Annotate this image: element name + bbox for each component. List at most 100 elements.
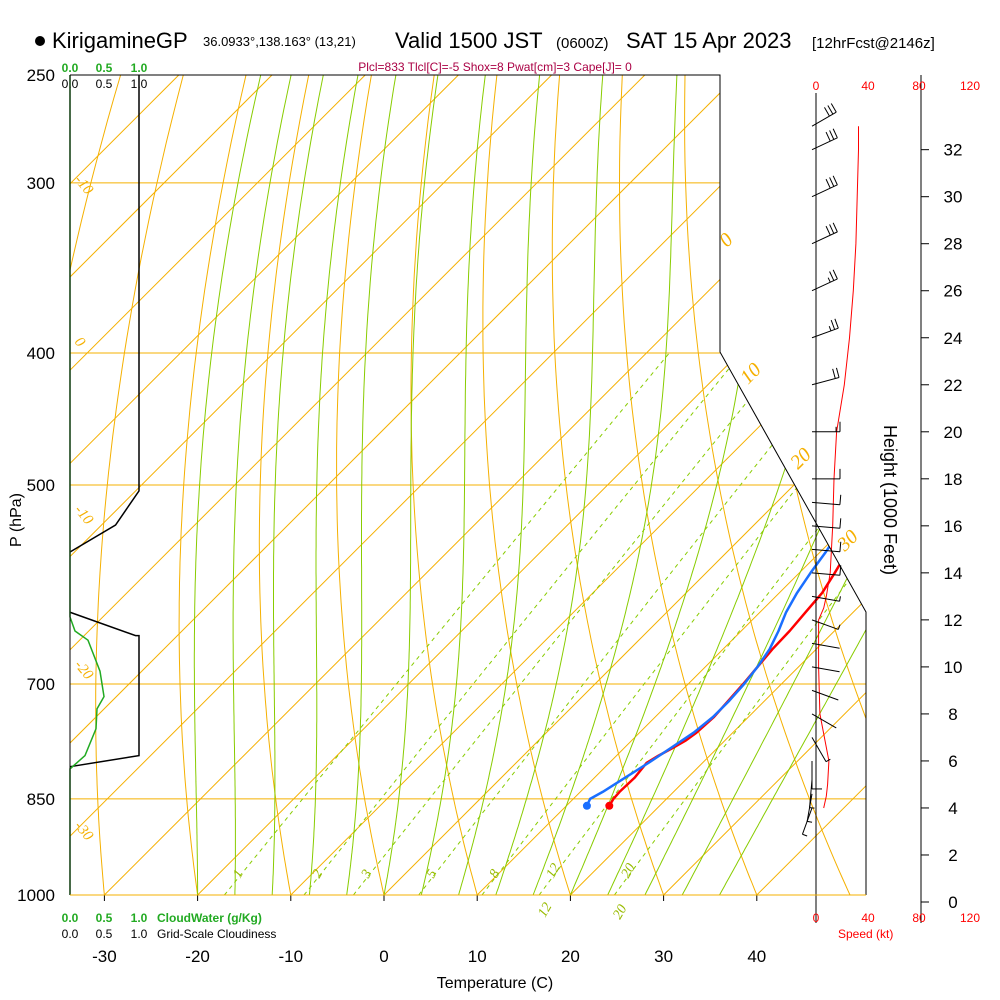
mixing-ratio-line [353, 352, 787, 895]
wind-barb [811, 494, 842, 506]
moist-adiabat-line [644, 75, 866, 895]
forecast-info: [12hrFcst@2146z] [812, 35, 935, 52]
height-tick-label: 8 [948, 705, 957, 724]
speed-tick-bottom: 40 [861, 911, 875, 925]
cloudiness-tick-bottom: 1.0 [131, 927, 148, 941]
dewpoint-line-surface-dot [582, 801, 591, 810]
dry-adiabat-line [410, 75, 478, 895]
height-tick-label: 26 [944, 282, 963, 301]
wind-barb-staff [811, 713, 837, 729]
cloudiness-label: Grid-Scale Cloudiness [157, 927, 276, 941]
cloudiness-line [69, 75, 140, 553]
moist-adiabat-line [495, 75, 604, 895]
moist-adiabat-line [532, 75, 678, 895]
dry-adiabat-line [178, 75, 247, 895]
cloudwater-tick-bottom: 1.0 [131, 911, 148, 925]
wind-barb-flag [834, 318, 839, 329]
dewpoint-line [585, 75, 866, 807]
dry-adiabat-line [336, 75, 385, 895]
speed-tick-bottom: 120 [960, 911, 980, 925]
wind-barb-flag [825, 131, 831, 142]
x-axis-title: Temperature (C) [437, 975, 553, 992]
temperature-line-surface-dot [605, 801, 614, 810]
isotherm-label: -20 [71, 657, 96, 683]
dry-adiabat-line [258, 75, 310, 895]
height-tick-label: 16 [944, 517, 963, 536]
moist-adiabat-line [271, 75, 324, 895]
wind-barb [811, 518, 842, 529]
wind-barb-half [828, 325, 832, 332]
wind-barb [811, 367, 840, 386]
isotherm-label: -10 [71, 502, 96, 528]
moist-adiabat-line [383, 75, 439, 895]
wind-barb-flag [832, 368, 836, 379]
isotherm-label: 10 [736, 359, 766, 389]
height-tick-label: 12 [944, 611, 963, 630]
isotherm-label: 0 [715, 229, 738, 252]
dry-adiabat-line [618, 75, 758, 895]
pressure-tick-label: 500 [27, 476, 55, 495]
mixing-ratio-label: 3 [358, 867, 375, 881]
wind-barb-flag [839, 518, 842, 529]
wind-barb-staff [811, 184, 838, 198]
mixing-ratio-label: 1 [230, 867, 246, 881]
moist-adiabat-label: 12 [535, 900, 555, 920]
height-tick-label: 2 [948, 846, 957, 865]
wind-barb-flag [829, 224, 835, 234]
height-tick-label: 24 [944, 329, 963, 348]
cloudiness-tick-top: 0.0 [62, 77, 79, 91]
dry-adiabat-line [482, 75, 571, 895]
wind-barb-flag [832, 128, 838, 139]
temperature-tick-label: 20 [561, 947, 580, 966]
speed-tick-top: 120 [960, 79, 980, 93]
station-name: KirigamineGP [52, 28, 188, 53]
height-tick-label: 32 [944, 141, 963, 160]
wind-barb-staff [811, 689, 839, 701]
speed-tick-top: 80 [912, 79, 926, 93]
wind-barb-staff [811, 572, 840, 576]
isotherm-line [70, 75, 832, 895]
cloudiness-line [69, 611, 140, 768]
moist-adiabat-line [232, 75, 292, 895]
temperature-tick-label: 40 [747, 947, 766, 966]
pressure-tick-label: 1000 [17, 886, 55, 905]
height-tick-label: 4 [948, 799, 957, 818]
wind-barb-half [825, 758, 831, 763]
wind-barb-flag [824, 107, 830, 117]
speed-tick-top: 40 [861, 79, 875, 93]
wind-barb-half [839, 596, 841, 602]
cloudwater-label: CloudWater (g/Kg) [157, 911, 262, 925]
isotherm-line [197, 75, 866, 895]
mixing-ratio-line [613, 352, 866, 895]
wind-barb-flag [830, 319, 836, 330]
wind-barb [811, 760, 822, 790]
wind-barb-flag [827, 105, 834, 115]
wind-barb [811, 269, 838, 292]
wind-barb [811, 713, 837, 729]
moist-adiabat-label: 20 [610, 902, 630, 922]
wind-barb-flag [825, 178, 831, 189]
wind-barb [811, 128, 838, 151]
wind-barb-staff [811, 111, 837, 127]
moist-adiabat-line [346, 75, 397, 895]
wind-barb-staff [811, 619, 839, 630]
wind-barb-staff [811, 278, 838, 292]
sounding-traces [582, 75, 866, 810]
wind-barb [811, 666, 840, 673]
station-coords: 36.0933°,138.163° (13,21) [203, 34, 356, 49]
wind-barb-flag [830, 103, 837, 113]
wind-barb [811, 222, 838, 245]
pressure-tick-label: 700 [27, 675, 55, 694]
moist-adiabat-line [308, 75, 359, 895]
wind-barb [811, 737, 831, 763]
stability-indices: Plcl=833 Tlcl[C]=-5 Shox=8 Pwat[cm]=3 Ca… [358, 60, 632, 74]
isotherm-line [70, 75, 739, 895]
plot-border [70, 74, 867, 895]
wind-speed-line [818, 126, 859, 809]
isotherm-label: 20 [786, 444, 816, 474]
wind-barb-flag [839, 541, 842, 552]
moist-adiabat-line [719, 75, 866, 895]
mixing-ratio-label: 8 [487, 867, 503, 881]
